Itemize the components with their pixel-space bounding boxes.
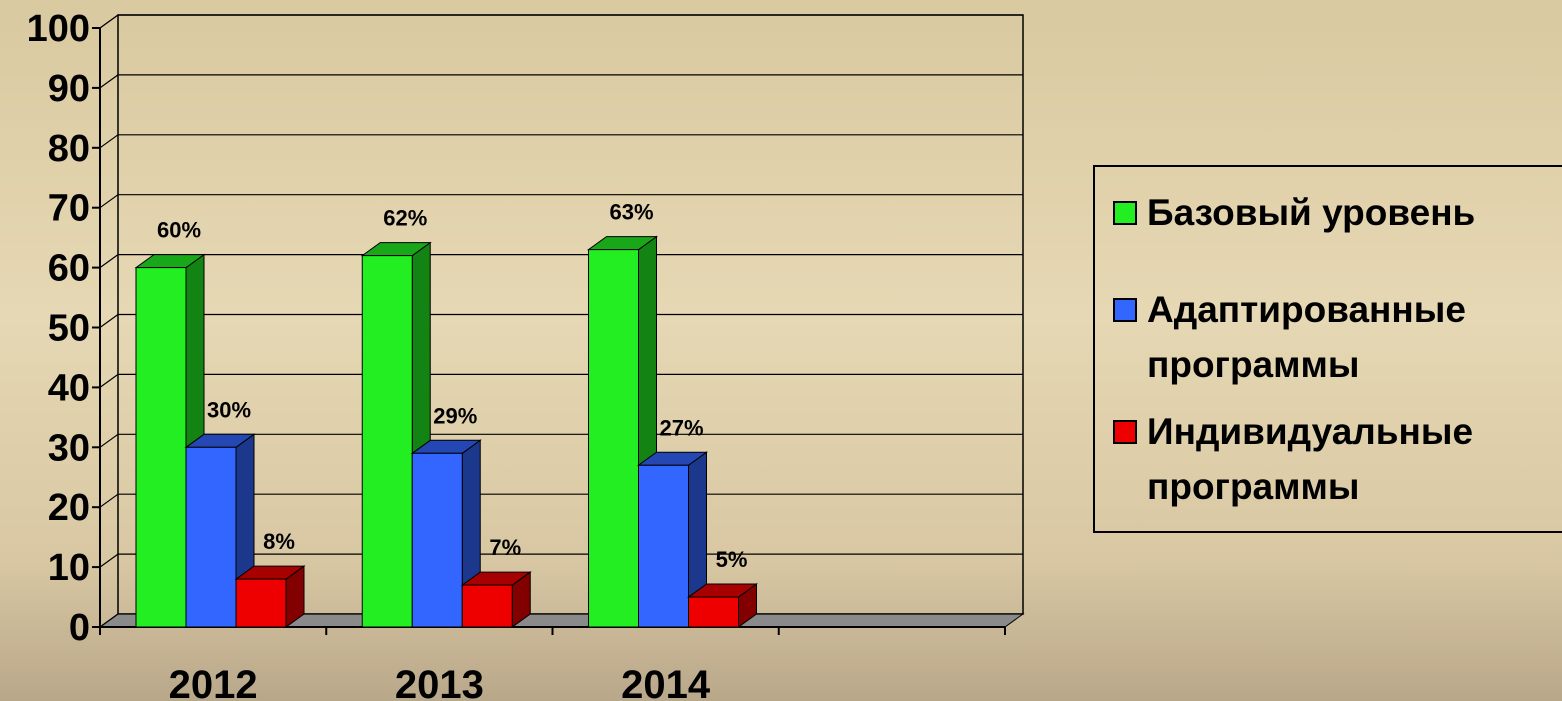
bar-front <box>136 268 186 627</box>
y-tick-label: 70 <box>48 188 90 230</box>
legend-swatch <box>1113 298 1137 322</box>
bar-front <box>589 250 639 627</box>
legend-item: Базовый уровень <box>1113 185 1543 240</box>
x-tick-label: 2014 <box>621 663 711 701</box>
grid-line <box>100 15 1023 28</box>
legend-item: Адаптированные программы <box>1113 282 1543 392</box>
legend: Базовый уровень Адаптированные программы И… <box>1093 165 1562 533</box>
value-label: 63% <box>609 200 653 225</box>
legend-item: Индивидуальные программы <box>1113 404 1543 514</box>
bar-front <box>186 447 236 627</box>
value-label: 29% <box>433 403 477 428</box>
y-tick-label: 50 <box>48 308 90 350</box>
x-tick-label: 2013 <box>395 663 484 701</box>
value-label: 8% <box>263 529 295 554</box>
x-tick-label: 2012 <box>169 663 258 701</box>
bar-front <box>689 597 739 627</box>
y-tick-label: 90 <box>48 68 90 110</box>
page: {"chart_data": {"type": "bar3d", "catego… <box>0 0 1562 701</box>
value-label: 27% <box>659 415 703 440</box>
bar <box>236 566 304 627</box>
bar-front <box>462 585 512 627</box>
legend-swatch <box>1113 420 1137 444</box>
legend-label: Адаптированные программы <box>1147 282 1543 392</box>
value-label: 62% <box>383 206 427 231</box>
value-label: 60% <box>157 218 201 243</box>
y-tick-label: 10 <box>48 547 90 589</box>
value-label: 7% <box>489 535 521 560</box>
grid-line <box>100 255 1023 268</box>
bar <box>462 572 530 627</box>
legend-label: Базовый уровень <box>1147 185 1475 240</box>
legend-swatch <box>1113 201 1137 225</box>
y-tick-label: 80 <box>48 128 90 170</box>
bar-front <box>362 256 412 627</box>
grid-line <box>100 315 1023 328</box>
y-tick-label: 0 <box>69 607 90 649</box>
bar-front <box>236 579 286 627</box>
grid-line <box>100 75 1023 88</box>
y-tick-label: 100 <box>27 8 90 50</box>
grid-line <box>100 374 1023 387</box>
y-tick-label: 40 <box>48 367 90 409</box>
bar <box>689 584 757 627</box>
grid-line <box>100 135 1023 148</box>
value-label: 5% <box>716 547 748 572</box>
y-tick-label: 30 <box>48 427 90 469</box>
y-tick-label: 60 <box>48 248 90 290</box>
bar-front <box>412 453 462 627</box>
grid-line <box>100 195 1023 208</box>
value-label: 30% <box>207 397 251 422</box>
legend-label: Индивидуальные программы <box>1147 404 1543 514</box>
bar-front <box>639 465 689 627</box>
y-tick-label: 20 <box>48 487 90 529</box>
